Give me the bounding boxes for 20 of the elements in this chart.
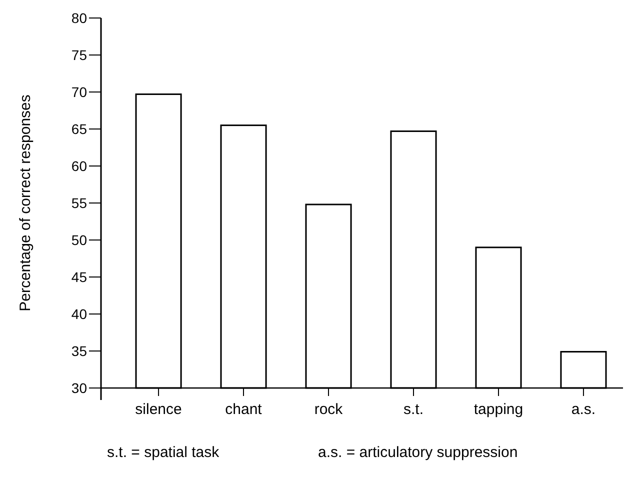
y-tick-label: 75: [71, 46, 88, 63]
y-tick-label: 50: [71, 232, 88, 248]
x-tick-label: rock: [314, 401, 344, 418]
y-tick-label: 55: [71, 194, 88, 211]
x-tick-label: a.s.: [571, 401, 596, 418]
y-tick-label: 35: [71, 342, 88, 359]
y-tick-label: 80: [71, 10, 88, 26]
x-tick-label: tapping: [474, 401, 524, 418]
y-tick-label: 65: [71, 120, 88, 137]
x-tick-label: chant: [225, 401, 263, 418]
y-axis-title: Percentage of correct responses: [17, 94, 34, 312]
y-tick-label: 60: [71, 158, 88, 174]
y-tick-label: 30: [71, 380, 88, 396]
x-tick-label: silence: [135, 401, 182, 418]
x-tick-label: s.t.: [403, 401, 424, 418]
text: a.s. = articulatory suppression: [318, 444, 518, 461]
text: s.t. = spatial task: [107, 444, 220, 461]
y-tick-label: 70: [71, 84, 88, 100]
y-tick-label: 45: [71, 268, 88, 285]
y-tick-label: 40: [71, 306, 88, 322]
